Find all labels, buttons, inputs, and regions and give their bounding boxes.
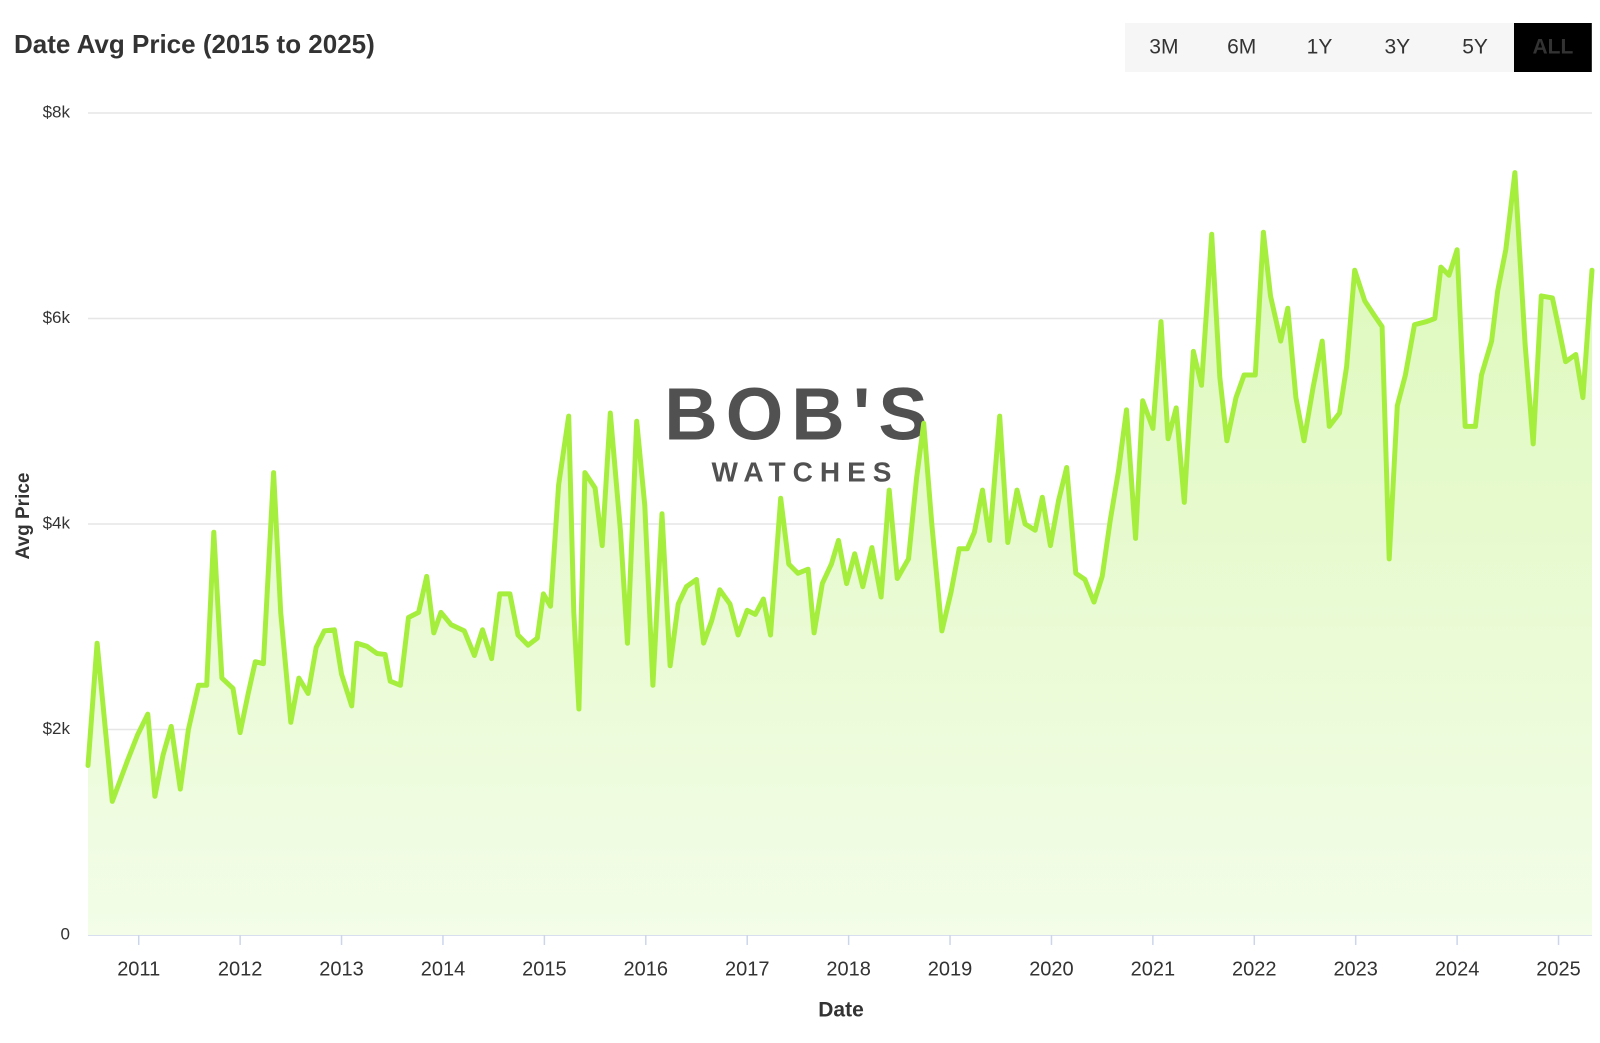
- y-tick-label: $2k: [43, 719, 71, 738]
- x-tick-label: 2023: [1333, 958, 1378, 980]
- x-axis-label: Date: [818, 999, 864, 1022]
- y-tick-label: 0: [61, 924, 70, 943]
- x-tick-label: 2015: [522, 958, 567, 980]
- x-tick-label: 2016: [624, 958, 669, 980]
- line: [85, 170, 1595, 804]
- x-tick-label: 2012: [218, 958, 263, 980]
- x-tick-label: 2022: [1232, 958, 1277, 980]
- x-tick-label: 2025: [1536, 958, 1581, 980]
- x-tick-label: 2021: [1131, 958, 1176, 980]
- range-button[interactable]: 3M: [1149, 36, 1178, 59]
- y-tick-label: $8k: [43, 102, 71, 121]
- y-tick-label: $6k: [43, 308, 71, 327]
- watermark: WATCHES: [712, 456, 899, 487]
- x-tick-label: 2019: [928, 958, 973, 980]
- x-tick-label: 2018: [826, 958, 871, 980]
- range-button-label: 6M: [1227, 36, 1256, 59]
- x-tick-label: 2014: [421, 958, 466, 980]
- range-button[interactable]: 3Y: [1384, 36, 1410, 59]
- chart-title: Date Avg Price (2015 to 2025): [14, 29, 375, 59]
- range-button-label: 3Y: [1384, 36, 1410, 59]
- y-tick-label: $4k: [43, 513, 71, 532]
- range-button[interactable]: 6M: [1227, 36, 1256, 59]
- range-button-bg: [1514, 23, 1592, 72]
- x-tick-label: 2011: [117, 958, 160, 980]
- range-button-label: ALL: [1532, 36, 1573, 59]
- range-button-label: 3M: [1149, 36, 1178, 59]
- watermark: BOB'S: [664, 373, 935, 456]
- x-tick-label: 2020: [1029, 958, 1074, 980]
- range-button-label: 5Y: [1462, 36, 1488, 59]
- range-button[interactable]: 1Y: [1307, 36, 1333, 59]
- range-button-label: 1Y: [1307, 36, 1333, 59]
- range-button[interactable]: ALL: [1514, 23, 1592, 72]
- x-tick-label: 2013: [319, 958, 364, 980]
- y-axis-label: Avg Price: [13, 473, 34, 560]
- range-button[interactable]: 5Y: [1462, 36, 1488, 59]
- x-tick-label: 2017: [725, 958, 770, 980]
- x-tick-label: 2024: [1435, 958, 1480, 980]
